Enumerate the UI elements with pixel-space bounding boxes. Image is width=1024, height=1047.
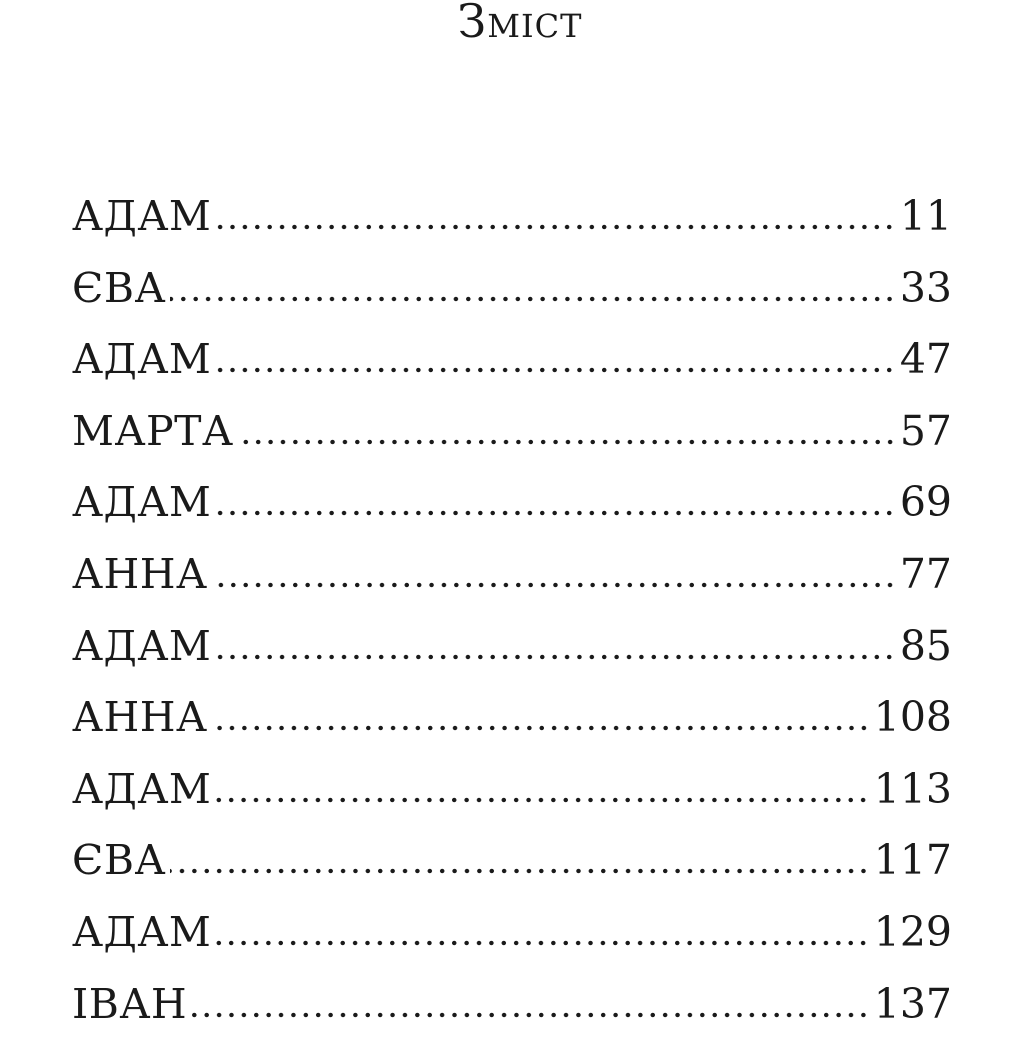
dot-leader <box>215 224 896 230</box>
entry-page-number: 117 <box>873 836 952 885</box>
dot-leader <box>237 438 896 445</box>
entry-page-number: 33 <box>899 263 952 312</box>
entry-title: АДАМ <box>72 335 212 384</box>
dot-leader <box>215 653 896 660</box>
entry-page-number: 11 <box>899 192 952 240</box>
entry-title: АДАМ <box>72 478 212 527</box>
toc-entry: АДАМ 47 <box>72 331 952 403</box>
toc-entry: АДАМ 69 <box>72 474 952 546</box>
entry-page-number: 129 <box>873 907 952 956</box>
toc-entry: ІВАН 137 <box>72 976 952 1047</box>
page-title: Зміст <box>457 0 583 48</box>
toc-entry: АДАМ 113 <box>72 761 952 833</box>
dot-leader <box>191 1011 870 1018</box>
toc-entry: АДАМ 129 <box>72 904 952 976</box>
entry-title: АДАМ <box>72 907 212 956</box>
dot-leader <box>170 868 870 875</box>
toc-entry: АННА 77 <box>72 546 952 618</box>
table-of-contents: АДАМ 11 ЄВА 33 АДАМ 47 МАРТА 57 АДАМ 69 АННА 77 АДАМ… <box>72 188 952 1047</box>
entry-page-number: 69 <box>899 478 952 527</box>
toc-entry: ЄВА 33 <box>72 260 952 332</box>
entry-page-number: 108 <box>873 693 952 742</box>
entry-title: АДАМ <box>72 764 212 813</box>
dot-leader <box>211 581 896 588</box>
dot-leader <box>215 939 870 946</box>
dot-leader <box>215 510 896 517</box>
toc-entry: ЄВА 117 <box>72 832 952 904</box>
entry-title: ІВАН <box>72 979 188 1028</box>
dot-leader <box>170 295 896 302</box>
entry-page-number: 57 <box>899 406 952 455</box>
entry-title: АДАМ <box>72 192 212 240</box>
entry-title: АДАМ <box>72 621 212 670</box>
entry-title: ЄВА <box>72 263 167 312</box>
entry-page-number: 47 <box>899 335 952 384</box>
entry-title: АННА <box>72 549 208 598</box>
dot-leader <box>215 367 896 374</box>
toc-entry: АДАМ 11 <box>72 188 952 260</box>
entry-title: ЄВА <box>72 836 167 885</box>
toc-entry: АННА 108 <box>72 689 952 761</box>
entry-title: МАРТА <box>72 406 234 455</box>
toc-entry: МАРТА 57 <box>72 403 952 475</box>
dot-leader <box>215 796 870 803</box>
entry-page-number: 77 <box>899 549 952 598</box>
dot-leader <box>211 725 870 732</box>
entry-page-number: 85 <box>899 621 952 670</box>
entry-page-number: 113 <box>873 764 952 813</box>
entry-page-number: 137 <box>873 979 952 1028</box>
toc-entry: АДАМ 85 <box>72 618 952 690</box>
entry-title: АННА <box>72 693 208 742</box>
